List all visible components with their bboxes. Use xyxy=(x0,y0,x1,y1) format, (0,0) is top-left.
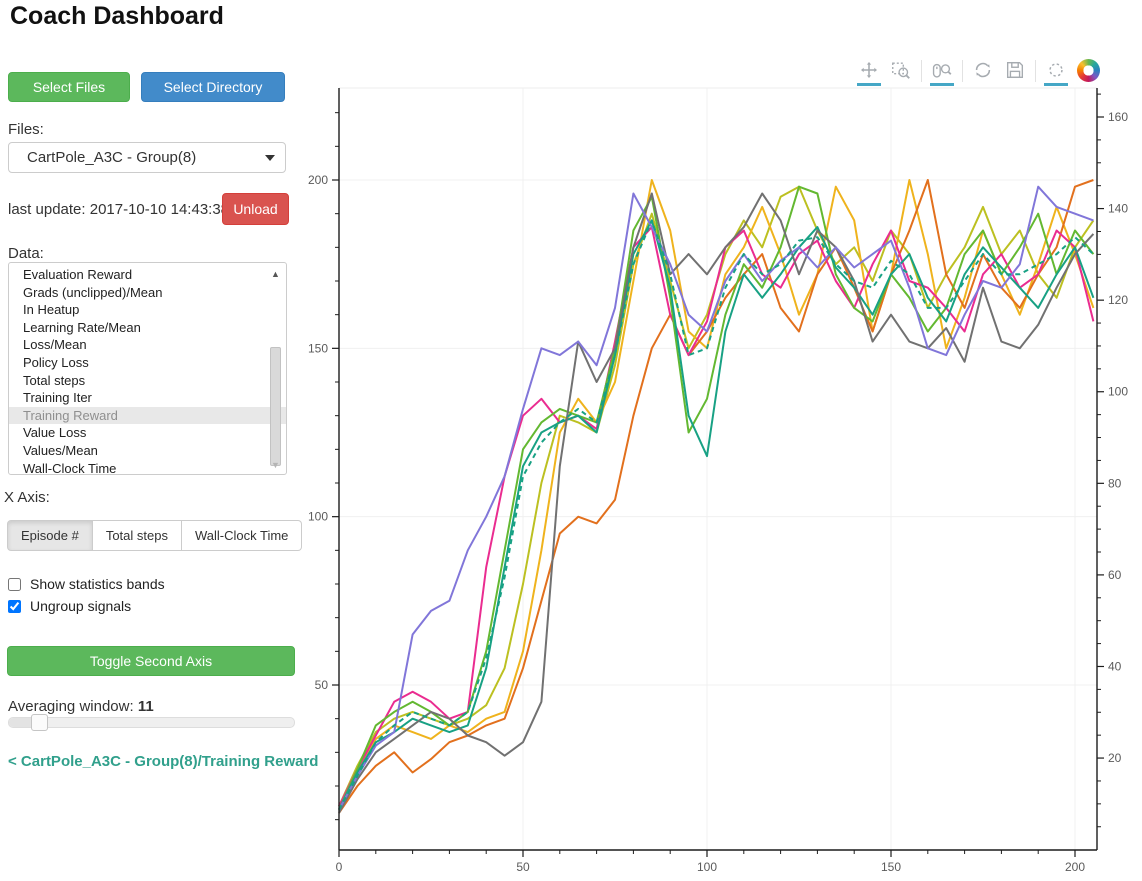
last-update-text: last update: 2017-10-10 14:43:38 xyxy=(8,201,230,218)
toolbar-separator xyxy=(1035,60,1036,82)
list-item[interactable]: Values/Mean xyxy=(23,442,98,458)
page-title: Coach Dashboard xyxy=(10,2,224,30)
box-zoom-tool-icon[interactable] xyxy=(888,59,914,86)
averaging-window-slider[interactable] xyxy=(8,714,295,731)
scroll-down-icon[interactable]: ▼ xyxy=(271,460,280,470)
x-axis-option-episode-[interactable]: Episode # xyxy=(7,520,93,551)
scrollbar-thumb[interactable] xyxy=(270,347,281,466)
svg-text:120: 120 xyxy=(1108,293,1128,307)
svg-text:40: 40 xyxy=(1108,659,1122,673)
toolbar-separator xyxy=(962,60,963,82)
select-files-button[interactable]: Select Files xyxy=(8,72,130,102)
show-statistics-bands-label: Show statistics bands xyxy=(30,576,165,592)
averaging-window-value: 11 xyxy=(137,698,154,715)
bokeh-logo-icon[interactable] xyxy=(1077,59,1100,82)
data-label: Data: xyxy=(8,245,44,262)
svg-text:60: 60 xyxy=(1108,568,1122,582)
x-axis-option-total-steps[interactable]: Total steps xyxy=(92,520,182,551)
select-directory-button[interactable]: Select Directory xyxy=(141,72,285,102)
show-statistics-bands-row[interactable]: Show statistics bands xyxy=(8,576,165,592)
wheel-zoom-tool-icon[interactable] xyxy=(929,59,955,86)
save-tool-icon[interactable] xyxy=(1002,59,1028,86)
list-item[interactable]: Total steps xyxy=(23,372,86,388)
unload-button[interactable]: Unload xyxy=(222,193,289,225)
bokeh-toolbar xyxy=(856,59,1100,86)
svg-text:50: 50 xyxy=(315,678,329,692)
svg-text:140: 140 xyxy=(1108,202,1128,216)
pan-tool-icon[interactable] xyxy=(856,59,882,86)
list-item[interactable]: Evaluation Reward xyxy=(23,267,133,282)
ungroup-signals-checkbox[interactable] xyxy=(8,599,21,613)
svg-text:200: 200 xyxy=(1065,860,1085,874)
x-axis-option-wall-clock-time[interactable]: Wall-Clock Time xyxy=(181,520,303,551)
svg-text:100: 100 xyxy=(308,510,328,524)
svg-text:20: 20 xyxy=(1108,751,1122,765)
svg-text:0: 0 xyxy=(336,860,343,874)
x-axis-segmented-control: Episode # Total steps Wall-Clock Time xyxy=(7,520,303,551)
data-list-scrollbar[interactable]: ▲ ▼ xyxy=(269,263,283,474)
list-item[interactable]: Training Reward xyxy=(9,406,286,425)
slider-fill xyxy=(9,718,39,727)
chart-panel: 0 50 100 150 200 50 100 150 200 20 40 60 80 100 120 140… xyxy=(295,55,1142,881)
toggle-second-axis-button[interactable]: Toggle Second Axis xyxy=(7,646,295,676)
slider-thumb[interactable] xyxy=(31,714,48,731)
svg-text:100: 100 xyxy=(697,860,717,874)
data-list[interactable]: Evaluation Reward Grads (unclipped)/Mean I… xyxy=(8,262,287,475)
reset-tool-icon[interactable] xyxy=(970,59,996,86)
files-select-value: CartPole_A3C - Group(8) xyxy=(27,149,197,166)
svg-text:80: 80 xyxy=(1108,476,1122,490)
list-item[interactable]: Loss/Mean xyxy=(23,337,87,353)
files-label: Files: xyxy=(8,121,44,138)
toolbar-separator xyxy=(921,60,922,82)
data-list-items: Evaluation Reward Grads (unclipped)/Mean I… xyxy=(9,266,286,475)
svg-text:150: 150 xyxy=(308,341,328,355)
svg-text:160: 160 xyxy=(1108,110,1128,124)
x-axis-label: X Axis: xyxy=(4,489,50,506)
chevron-down-icon xyxy=(265,154,275,161)
list-item[interactable]: Training Iter xyxy=(23,390,92,406)
hover-tool-icon[interactable] xyxy=(1043,59,1069,86)
svg-text:150: 150 xyxy=(881,860,901,874)
list-item[interactable]: Learning Rate/Mean xyxy=(23,319,141,335)
svg-text:100: 100 xyxy=(1108,385,1128,399)
list-item[interactable]: Policy Loss xyxy=(23,354,89,370)
svg-text:50: 50 xyxy=(516,860,530,874)
list-item[interactable]: Grads (unclipped)/Mean xyxy=(23,284,163,300)
chart-canvas[interactable]: 0 50 100 150 200 50 100 150 200 20 40 60 80 100 120 140… xyxy=(295,55,1142,881)
show-statistics-bands-checkbox[interactable] xyxy=(8,577,21,591)
ungroup-signals-label: Ungroup signals xyxy=(30,598,132,614)
averaging-window-label: Averaging window: 11 xyxy=(8,698,154,715)
list-item[interactable]: Wall-Clock Time xyxy=(23,460,117,475)
breadcrumb[interactable]: < CartPole_A3C - Group(8)/Training Rewar… xyxy=(8,753,319,770)
files-select[interactable]: CartPole_A3C - Group(8) xyxy=(8,142,286,173)
svg-text:200: 200 xyxy=(308,173,328,187)
list-item[interactable]: Value Loss xyxy=(23,425,87,441)
list-item[interactable]: In Heatup xyxy=(23,302,80,318)
scroll-up-icon[interactable]: ▲ xyxy=(271,269,280,279)
ungroup-signals-row[interactable]: Ungroup signals xyxy=(8,598,131,614)
